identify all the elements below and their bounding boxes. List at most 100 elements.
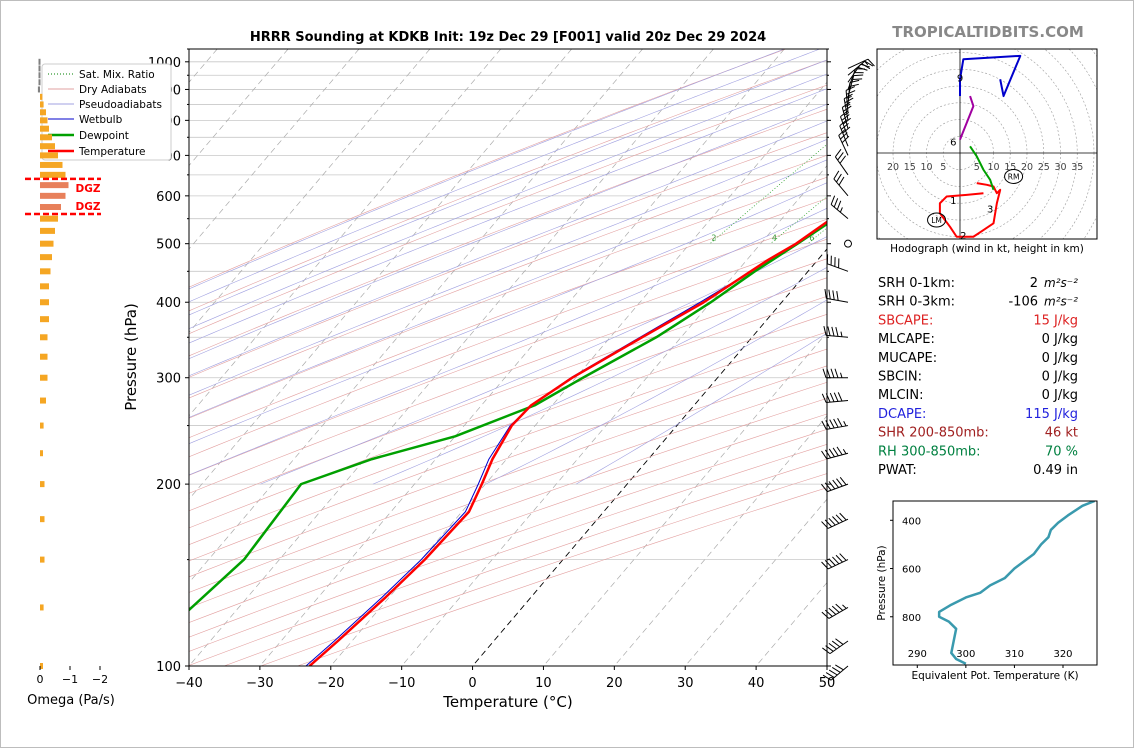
parameter-label: PWAT: [878,463,917,478]
legend-label-wetbulb: Wetbulb [79,114,123,126]
sounding-parameters: SRH 0-1km: 2 m²s⁻² SRH 0-3km: -106 m²s⁻² SBCAP… [878,276,1078,478]
parameter-label: SBCAPE: [878,313,933,328]
parameter-value: 0 J/kg [1042,332,1078,347]
wind-barb [822,368,848,379]
theta-e-x-tick-label: 290 [908,649,927,660]
theta-e-y-tick-label: 400 [902,516,921,527]
theta-e-y-tick-label: 600 [902,565,921,576]
surface-temp-label: 43F [1027,82,1048,93]
omega-panel: 0 −1 −2 DGZ DGZ [25,58,108,686]
parameter-value: 0 J/kg [1042,351,1078,366]
parameter-value: 15 J/kg [1033,313,1078,328]
legend-label-dry-adiabats: Dry Adiabats [79,84,147,96]
parameter-value: 46 kt [1045,426,1078,441]
legend-label-dewpoint: Dewpoint [79,130,129,142]
isotherm [189,49,643,584]
dry-adiabat [189,84,827,335]
dry-adiabat [260,473,827,666]
omega-bar [40,171,66,178]
omega-bar [40,450,43,457]
x-tick-label: −10 [388,676,415,691]
parameter-row: SBCIN: 0 J/kg [878,370,1078,385]
omega-bar [38,65,41,72]
mixing-ratio-line [905,49,1134,244]
omega-tick-label: 0 [37,673,44,686]
watermark: TROPICALTIDBITS.COM [892,23,1084,41]
wind-barb [822,638,849,655]
parameter-row: MUCAPE: 0 J/kg [878,351,1078,366]
pseudoadiabat [189,159,827,418]
omega-bar [40,334,48,341]
parameter-value: 0.49 in [1033,463,1078,478]
theta-e-y-tick-label: 800 [902,613,921,624]
x-tick-label: −20 [317,676,344,691]
parameter-row: SBCAPE: 15 J/kg [878,313,1078,328]
dry-adiabat [189,295,827,529]
omega-bar [38,79,41,86]
omega-bar [40,143,55,150]
dry-adiabat [189,313,827,545]
parameter-row: SHR 200-850mb: 46 kt [878,426,1078,441]
dry-adiabat [189,59,827,312]
hodograph-height-label: 2 [960,231,966,242]
mixing-ratio-line [991,49,1134,244]
parameter-row: SRH 0-1km: 2 m²s⁻² [878,276,1078,291]
omega-bar [38,72,41,79]
dry-adiabat [189,381,827,609]
theta-e-frame [892,500,1098,666]
x-tick-label: 30 [677,676,694,691]
parameter-value: 115 J/kg [1025,407,1078,422]
storm-motion-rm-label: RM [1008,172,1020,181]
parameter-row: RH 300-850mb: 70 % [878,444,1078,459]
parameter-label: SRH 0-1km: [878,276,955,291]
omega-bar [40,556,45,563]
wind-barb [821,603,849,619]
omega-bar [40,93,43,100]
omega-bar [40,316,49,323]
hodograph-height-label: 3 [987,204,993,215]
theta-e-x-tick-label: 310 [1005,649,1024,660]
mixing-ratio-label: 36 [990,234,1000,243]
isotherm [189,49,502,417]
dgz-label: DGZ [76,183,101,195]
mixing-ratio-label: 20 [927,234,937,243]
dry-adiabat [189,429,827,652]
wind-barb [824,288,849,303]
parameter-label: DCAPE: [878,407,926,422]
mixing-ratio-label: 13 [882,234,892,243]
wind-barb [821,512,849,529]
parameter-row: SRH 0-3km: -106 m²s⁻² [878,295,1078,310]
hodograph-ring-label: 30 [1054,162,1066,173]
wind-barb [838,128,850,156]
hodograph-frame [876,48,1098,240]
pseudoadiabat [189,49,785,290]
skew-t-plot-frame [188,48,828,667]
omega-bar [40,152,58,159]
hodograph-ring-label: 10 [920,162,932,173]
omega-bar [40,422,44,429]
theta-e-line [937,501,1096,665]
x-tick-label: −40 [175,676,202,691]
x-tick-label: 20 [606,676,623,691]
mixing-ratio-label: 16 [904,234,914,243]
omega-bar [40,353,48,360]
dry-adiabat [189,176,827,419]
storm-motion-lm-marker [927,212,947,228]
parameter-unit: m²s⁻² [1044,276,1078,290]
y-tick-label: 600 [156,190,181,205]
hodograph-caption: Hodograph (wind in kt, height in km) [890,243,1084,255]
wind-barb [826,254,849,272]
calm-wind-circle [844,239,852,248]
parameter-value: 0 J/kg [1042,370,1078,385]
omega-bar [40,397,46,404]
hodograph-ring-label: 15 [1004,162,1016,173]
dry-adiabat [189,444,827,666]
hodograph-ring-label: 5 [974,162,980,173]
wind-barb [821,477,849,493]
parameter-label: MLCIN: [878,388,923,403]
skew-t-axis-ticks: −40 −30 −20 −10 0 10 20 30 40 5010020030040050060… [148,48,835,691]
wind-barb [830,195,849,220]
parameter-label: MUCAPE: [878,351,937,366]
dry-adiabat [189,198,827,439]
